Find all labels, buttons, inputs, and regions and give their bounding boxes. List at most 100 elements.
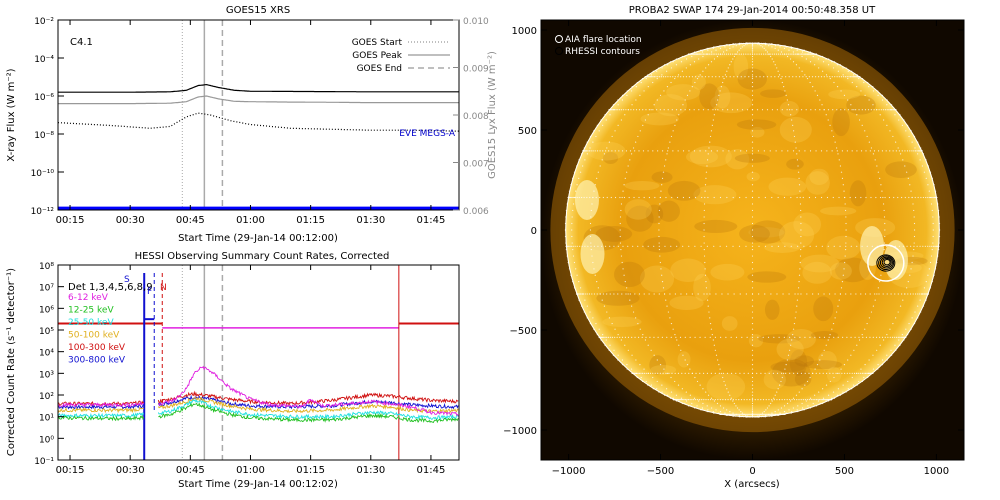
sun-grid-dot [582,293,584,295]
sun-texture-patch [670,258,706,283]
sun-grid-dot [720,372,722,374]
sun-grid-dot [826,196,829,199]
sun-grid-dot [822,388,824,390]
sun-grid-dot [917,305,919,307]
sun-grid-dot [785,94,787,96]
sun-grid-dot [714,336,717,338]
sun-grid-dot [895,317,897,319]
sun-texture-patch [747,271,787,283]
sun-grid-dot [817,58,820,60]
sun-grid-dot [584,299,586,301]
sun-legend-rhessi: RHESSI contours [565,47,640,57]
sun-grid-dot [755,76,757,78]
sun-grid-dot [928,268,930,270]
sun-grid-dot [627,336,630,338]
sun-grid-dot [751,245,754,247]
sun-grid-dot [760,45,762,47]
sun-grid-dot [716,55,719,58]
sun-grid-dot [858,336,860,338]
sun-grid-dot [853,372,856,374]
sun-grid-dot [768,413,770,415]
sun-grid-dot [751,124,754,126]
hessi-y-tick-label: 10⁵ [39,327,54,337]
sun-grid-dot [740,47,742,50]
goes-marks [58,20,459,210]
hessi-legend-label: 12-25 keV [68,306,114,316]
sun-grid-dot [776,109,778,111]
sun-grid-dot [680,76,682,78]
sun-texture-patch [778,221,815,249]
sun-texture-patch [764,242,801,253]
sun-grid-dot [911,261,913,264]
sun-grid-dot [781,81,783,84]
sun-grid-dot [751,209,754,212]
sun-grid-dot [635,317,637,319]
sun-grid-dot [703,235,705,238]
sun-grid-dot [682,76,685,78]
sun-grid-dot [595,196,597,199]
sun-grid-dot [622,245,624,247]
sun-grid-dot [854,336,856,338]
sun-grid-dot [895,336,898,338]
sun-grid-dot [715,76,717,78]
sun-grid-dot [858,380,860,383]
sun-grid-dot [836,150,838,152]
sun-grid-dot [651,76,653,78]
sun-grid-dot [899,153,902,155]
sun-grid-dot [635,86,637,88]
sun-grid-dot [799,268,801,270]
sun-grid-dot [865,196,867,199]
sun-grid-dot [719,90,721,92]
sun-grid-dot [579,245,581,247]
sun-grid-dot [661,384,663,386]
sun-grid-dot [797,171,800,173]
sun-grid-dot [703,242,705,244]
sun-grid-dot [929,245,931,247]
sun-grid-dot [763,413,765,415]
sun-grid-dot [846,150,848,152]
sun-grid-dot [747,53,749,55]
hessi-x-tick-label: 01:30 [356,465,385,476]
sun-grid-dot [634,293,636,295]
sun-grid-dot [693,397,696,399]
sun-grid-dot [734,150,736,152]
sun-grid-dot [599,150,601,152]
sun-grid-dot [677,150,679,152]
sun-grid-dot [872,354,874,356]
sun-grid-dot [702,70,704,72]
sun-texture-patch [779,116,812,143]
sun-grid-dot [706,165,708,167]
sun-grid-dot [925,280,927,283]
sun-grid-dot [704,196,706,199]
sun-grid-dot [833,336,835,338]
sun-grid-dot [619,229,621,231]
sun-grid-dot [617,293,619,295]
sun-grid-dot [931,248,933,251]
sun-grid-dot [831,76,833,78]
sun-grid-dot [643,196,645,199]
sun-grid-dot [840,109,842,111]
sun-grid-dot [796,49,798,51]
sun-grid-dot [738,53,740,55]
sun-grid-dot [883,216,886,218]
sun-texture-patch [763,369,786,390]
sun-grid-dot [682,150,685,152]
sun-grid-dot [644,339,647,341]
sun-grid-dot [638,196,640,199]
sun-grid-dot [590,248,592,251]
sun-grid-dot [786,399,788,401]
sun-grid-dot [879,344,881,346]
sun-grid-dot [736,109,739,111]
sun-grid-dot [735,336,738,338]
sun-grid-dot [714,53,716,55]
sun-texture-patch [699,83,720,110]
sun-grid-dot [652,150,654,152]
sun-grid-dot [703,255,706,257]
sun-grid-dot [706,245,708,247]
sun-grid-dot [709,399,712,401]
sun-grid-dot [914,311,916,313]
sun-grid-dot [735,399,737,401]
sun-grid-dot [604,245,607,247]
hessi-x-tick-label: 01:15 [296,465,325,476]
hessi-marks [58,265,459,460]
